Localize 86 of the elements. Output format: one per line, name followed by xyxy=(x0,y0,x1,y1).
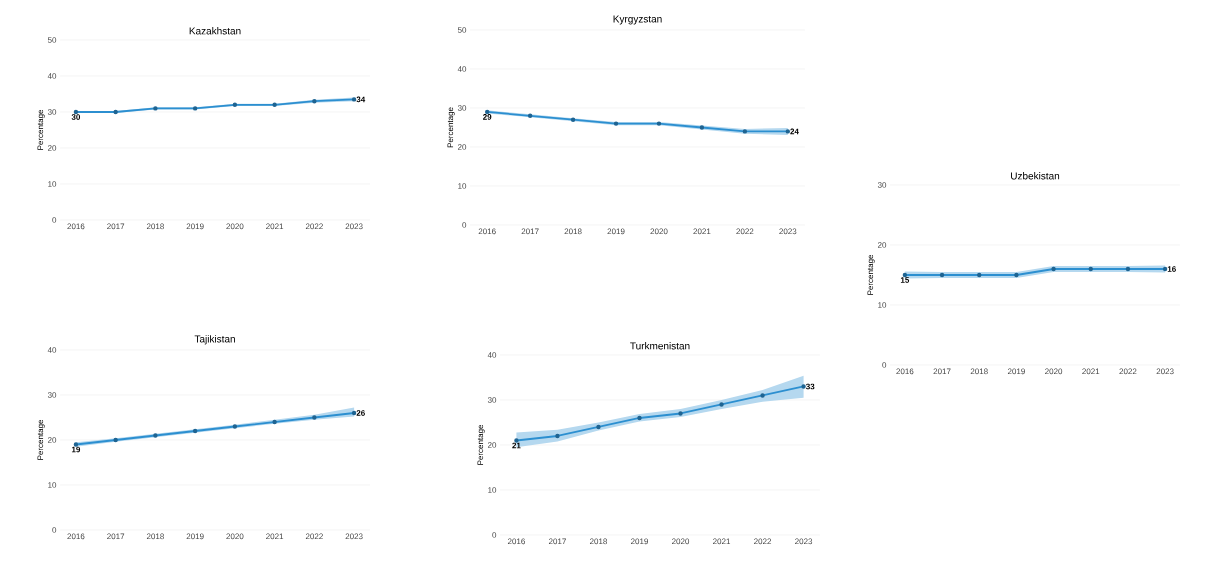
data-label: 26 xyxy=(356,410,365,416)
y-tick-label: 0 xyxy=(52,217,57,223)
y-tick-label: 50 xyxy=(457,27,467,33)
chart-title: Uzbekistan xyxy=(1011,172,1060,180)
x-tick-label: 2019 xyxy=(186,533,204,540)
x-tick-label: 2019 xyxy=(631,538,648,545)
x-tick-label: 2020 xyxy=(226,223,244,230)
y-tick-label: 0 xyxy=(462,222,467,228)
y-tick-label: 30 xyxy=(877,182,887,188)
x-tick-label: 2023 xyxy=(345,533,363,540)
x-tick-label: 2021 xyxy=(266,533,284,540)
x-tick-label: 2021 xyxy=(693,228,711,235)
x-tick-label: 2016 xyxy=(67,223,85,230)
x-tick-label: 2019 xyxy=(186,223,204,230)
data-label: 21 xyxy=(512,442,521,449)
chart-title: Kyrgyzstan xyxy=(613,15,662,25)
x-tick-label: 2022 xyxy=(754,538,772,545)
x-tick-label: 2021 xyxy=(1082,368,1100,375)
data-label: 16 xyxy=(1167,266,1176,272)
y-tick-label: 40 xyxy=(47,347,57,353)
x-tick-label: 2016 xyxy=(67,533,85,540)
x-tick-label: 2018 xyxy=(146,223,164,230)
x-tick-label: 2021 xyxy=(266,223,284,230)
y-tick-label: 30 xyxy=(47,109,57,115)
data-label: 30 xyxy=(71,114,81,120)
data-label: 19 xyxy=(71,446,81,453)
x-tick-label: 2020 xyxy=(672,538,690,545)
y-tick-label: 0 xyxy=(882,362,887,368)
x-tick-label: 2023 xyxy=(795,538,813,545)
y-tick-label: 40 xyxy=(457,66,467,72)
y-axis-title: Percentage xyxy=(37,109,45,150)
y-axis-title: Percentage xyxy=(477,424,485,465)
y-tick-label: 20 xyxy=(47,437,57,443)
x-tick-label: 2022 xyxy=(1119,368,1137,375)
x-tick-label: 2017 xyxy=(933,368,951,375)
y-tick-label: 40 xyxy=(47,73,57,79)
y-tick-label: 10 xyxy=(878,302,887,308)
y-tick-label: 10 xyxy=(488,487,497,493)
y-tick-label: 20 xyxy=(877,242,887,248)
data-label: 34 xyxy=(356,96,366,103)
data-label: 24 xyxy=(790,128,799,135)
data-label: 33 xyxy=(805,383,815,390)
x-tick-label: 2019 xyxy=(607,228,625,235)
chart-title: Kazakhstan xyxy=(189,27,241,35)
y-tick-label: 40 xyxy=(487,352,497,358)
data-label: 15 xyxy=(900,277,910,283)
x-tick-label: 2016 xyxy=(507,538,525,545)
x-tick-label: 2019 xyxy=(1007,368,1025,375)
x-tick-label: 2020 xyxy=(1045,368,1063,375)
x-tick-label: 2022 xyxy=(736,228,754,235)
x-tick-label: 2016 xyxy=(896,368,914,375)
y-axis-title: Percentage xyxy=(37,419,45,460)
x-tick-label: 2017 xyxy=(521,228,539,235)
y-axis-title: Percentage xyxy=(867,254,875,295)
x-tick-label: 2023 xyxy=(345,223,363,230)
y-tick-label: 0 xyxy=(52,527,57,533)
x-tick-label: 2016 xyxy=(478,228,496,235)
y-tick-label: 30 xyxy=(457,105,467,111)
data-label: 29 xyxy=(483,114,492,120)
x-tick-label: 2017 xyxy=(107,533,125,540)
x-tick-label: 2023 xyxy=(1156,368,1174,375)
x-tick-label: 2020 xyxy=(226,533,244,540)
y-axis-title: Percentage xyxy=(447,107,455,148)
y-tick-label: 20 xyxy=(47,145,57,151)
x-tick-label: 2023 xyxy=(779,228,797,235)
y-tick-label: 20 xyxy=(487,442,497,448)
y-tick-label: 30 xyxy=(487,397,497,403)
x-tick-label: 2022 xyxy=(305,533,323,540)
x-tick-label: 2018 xyxy=(589,538,608,545)
y-tick-label: 0 xyxy=(492,532,497,538)
x-tick-label: 2020 xyxy=(650,228,668,235)
y-tick-label: 10 xyxy=(48,482,57,488)
x-tick-label: 2018 xyxy=(970,368,988,375)
x-tick-label: 2018 xyxy=(564,228,582,235)
chart-title: Turkmenistan xyxy=(630,342,690,350)
x-tick-label: 2018 xyxy=(146,533,164,540)
x-tick-label: 2022 xyxy=(305,223,323,230)
y-tick-label: 20 xyxy=(457,144,467,150)
y-tick-label: 10 xyxy=(458,183,467,189)
x-tick-label: 2017 xyxy=(548,538,566,545)
chart-title: Tajikistan xyxy=(194,335,235,345)
y-tick-label: 30 xyxy=(47,392,57,398)
x-tick-label: 2017 xyxy=(107,223,125,230)
y-tick-label: 10 xyxy=(48,181,57,187)
x-tick-label: 2021 xyxy=(713,538,731,545)
y-tick-label: 50 xyxy=(47,37,57,43)
